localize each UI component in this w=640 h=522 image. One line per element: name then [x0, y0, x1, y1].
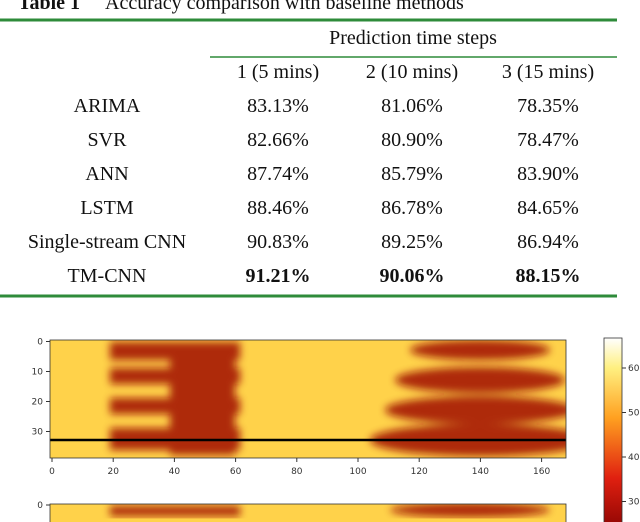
row-label: ANN [85, 163, 128, 185]
frame [49, 503, 567, 522]
cell: 85.79% [381, 163, 443, 185]
column-header: 1 (5 mins) [237, 61, 319, 83]
row-label: LSTM [80, 197, 134, 219]
row-label: SVR [88, 129, 128, 151]
cell: 91.21% [246, 265, 311, 287]
frame [49, 339, 567, 459]
heatmap [50, 340, 566, 458]
column-header: 2 (10 mins) [366, 61, 458, 83]
cell: 83.13% [247, 95, 309, 117]
cell: 80.90% [381, 129, 443, 151]
colorbar-tick-label: 50 [628, 409, 640, 419]
x-tick-label: 0 [49, 467, 55, 477]
colorbar-tick-label: 30 [628, 498, 640, 508]
x-tick-label: 20 [107, 467, 119, 477]
cell: 88.46% [247, 197, 309, 219]
cell: 88.15% [516, 265, 581, 287]
cell: 89.25% [381, 231, 443, 253]
cell: 81.06% [381, 95, 443, 117]
cell: 90.83% [247, 231, 309, 253]
row-label: Single-stream CNN [28, 231, 186, 253]
x-tick-label: 120 [411, 467, 428, 477]
x-tick-label: 40 [169, 467, 181, 477]
row-label: TM-CNN [68, 265, 147, 287]
colorbar [603, 337, 623, 522]
y-tick-label: 0 [37, 501, 43, 511]
cell: 90.06% [380, 265, 445, 287]
cell: 86.78% [381, 197, 443, 219]
cell: 82.66% [247, 129, 309, 151]
colorbar-tick-label: 60 [628, 364, 640, 374]
y-tick-label: 10 [32, 368, 44, 378]
y-tick-label: 0 [37, 338, 43, 348]
cell: 84.65% [517, 197, 579, 219]
row-label: ARIMA [74, 95, 141, 117]
cell: 83.90% [517, 163, 579, 185]
cell: 86.94% [517, 231, 579, 253]
cell: 87.74% [247, 163, 309, 185]
cell: 78.47% [517, 129, 579, 151]
y-tick-label: 20 [32, 398, 44, 408]
table-label: Table 1 [18, 0, 80, 14]
x-tick-label: 80 [291, 467, 303, 477]
y-tick-label: 30 [32, 428, 44, 438]
group-header: Prediction time steps [329, 27, 497, 49]
table-title: Accuracy comparison with baseline method… [105, 0, 464, 14]
cell: 78.35% [517, 95, 579, 117]
column-header: 3 (15 mins) [502, 61, 594, 83]
x-tick-label: 100 [349, 467, 366, 477]
heatmap [50, 504, 566, 522]
colorbar-tick-label: 40 [628, 453, 640, 463]
x-tick-label: 140 [472, 467, 489, 477]
x-tick-label: 60 [230, 467, 242, 477]
x-tick-label: 160 [533, 467, 550, 477]
